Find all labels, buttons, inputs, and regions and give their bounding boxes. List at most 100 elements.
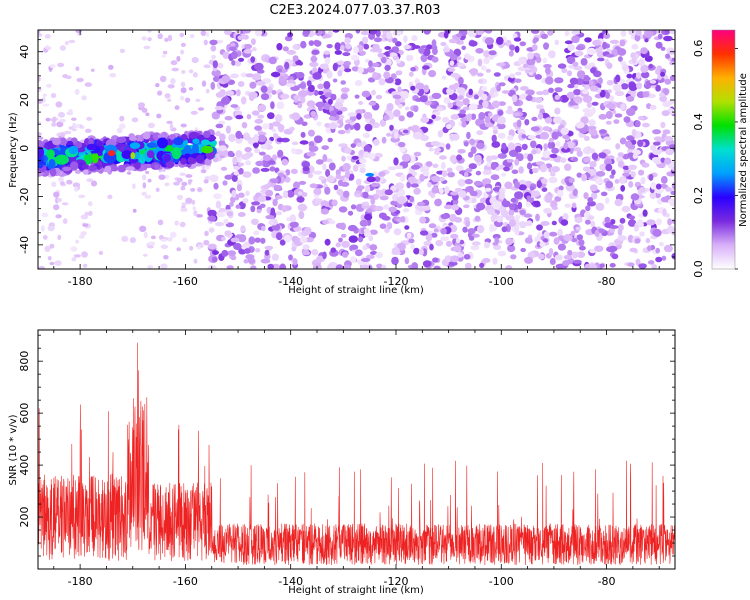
heatmap-cell [238,192,245,198]
heatmap-cell [505,109,515,115]
heatmap-cell [349,256,357,263]
heatmap-cell [371,89,376,96]
heatmap-cell [279,263,287,269]
heatmap-cell [289,221,299,228]
heatmap-cell [345,170,350,179]
heatmap-cell [625,140,632,148]
heatmap-cell [464,216,470,222]
heatmap-cell [400,216,406,223]
heatmap-cell [374,205,384,212]
heatmap-cell [291,246,297,252]
heatmap-cell [179,172,186,176]
heatmap-cell [521,134,527,139]
heatmap-cell [479,262,485,268]
heatmap-cell [470,146,477,154]
heatmap-cell [192,72,198,78]
heatmap-cell [375,251,383,259]
heatmap-cell [603,32,611,40]
heatmap-cell [263,184,271,190]
heatmap-cell [576,70,586,79]
heatmap-cell [515,71,522,76]
heatmap-cell [455,165,464,172]
heatmap-cell [98,250,104,255]
heatmap-cell [276,43,283,51]
heatmap-cell [574,50,584,57]
heatmap-cell [90,180,98,187]
heatmap-cell [189,245,194,251]
heatmap-cell [505,265,513,269]
heatmap-cell [237,81,245,87]
heatmap-cell [173,137,184,146]
heatmap-cell [440,236,450,242]
heatmap-cell [210,45,217,52]
heatmap-cell [480,93,488,101]
heatmap-cell [52,137,61,146]
heatmap-cell [665,213,670,218]
heatmap-cell [529,186,535,191]
heatmap-cell [362,36,369,44]
heatmap-cell [622,165,630,170]
heatmap-cell [157,137,168,149]
heatmap-cell [42,235,48,240]
heatmap-cell [508,219,517,227]
heatmap-cell [553,116,562,124]
heatmap-cell [511,169,519,175]
heatmap-cell [141,174,147,181]
heatmap-cell [85,128,92,133]
heatmap-cell [260,93,270,101]
heatmap-cell [575,121,585,129]
colorbar-tick-label: 0.2 [692,187,705,205]
heatmap-cell [211,54,216,60]
heatmap-cell [221,75,231,83]
heatmap-cell [138,154,146,164]
heatmap-cell [465,168,473,173]
heatmap-cell [456,100,464,107]
heatmap-cell [410,67,416,72]
heatmap-cell [344,147,352,154]
heatmap-cell [299,236,308,244]
heatmap-cell [171,67,179,72]
heatmap-cell [628,181,634,188]
heatmap-cell [379,119,387,127]
heatmap-cell [514,45,520,53]
heatmap-cell [167,84,175,89]
heatmap-cell [541,112,549,119]
heatmap-cell [350,54,360,61]
heatmap-cell [121,150,133,160]
heatmap-cell [414,79,421,84]
heatmap-cell [329,110,337,118]
heatmap-cell [257,114,265,119]
heatmap-cell [524,119,530,126]
heatmap-cell [630,193,640,201]
heatmap-x-tick-label: -160 [173,275,198,288]
heatmap-cell [147,178,152,183]
heatmap-cell [656,65,662,71]
heatmap-cell [660,196,669,203]
heatmap-cell [235,150,243,158]
heatmap-cell [289,126,295,132]
heatmap-cell [131,117,139,123]
heatmap-cell [456,154,463,161]
heatmap-cell [288,254,293,261]
heatmap-cell [671,218,675,225]
heatmap-cell [670,190,675,196]
heatmap-cell [416,201,426,207]
heatmap-cell [165,161,175,169]
heatmap-cell [75,66,80,71]
heatmap-cell [313,89,319,96]
heatmap-cell [662,129,671,135]
heatmap-cell [443,204,453,210]
heatmap-cell [119,48,126,54]
heatmap-cell [297,83,307,89]
heatmap-cell [594,180,603,184]
heatmap-cell [420,134,429,142]
heatmap-cell [400,174,406,182]
heatmap-cell [492,201,501,210]
heatmap-cell [323,81,331,90]
heatmap-cell [406,181,412,189]
heatmap-cell [496,215,504,223]
heatmap-cell [497,110,504,116]
heatmap-cell [298,90,308,98]
heatmap-cell [350,143,356,149]
heatmap-cell [344,37,351,44]
